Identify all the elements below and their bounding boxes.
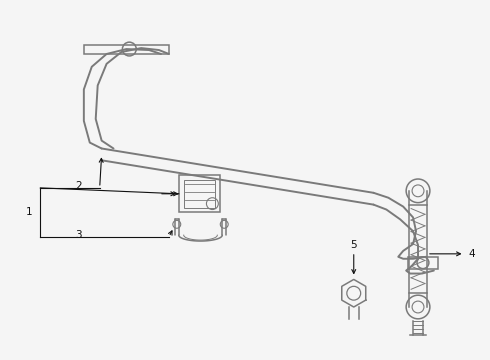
Text: 1: 1: [26, 207, 32, 217]
Text: 4: 4: [468, 249, 475, 259]
Text: 3: 3: [75, 230, 82, 240]
Text: 5: 5: [350, 240, 357, 250]
Text: 2: 2: [75, 181, 82, 191]
